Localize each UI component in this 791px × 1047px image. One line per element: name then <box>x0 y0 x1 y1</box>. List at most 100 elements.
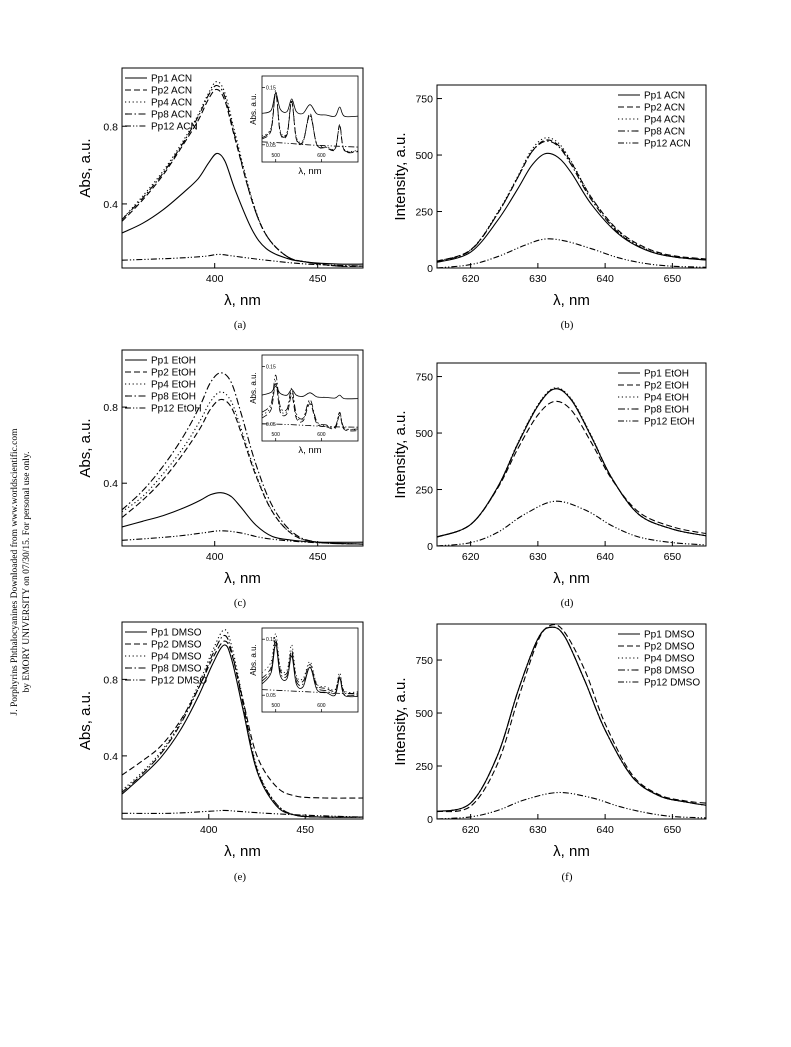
legend-label: Pp4 DMSO <box>644 654 695 665</box>
x-tick-label: 400 <box>200 824 218 836</box>
legend-label: Pp2 EtOH <box>151 368 196 379</box>
y-tick-label: 750 <box>415 372 433 384</box>
curve-series-5 <box>437 238 706 268</box>
inset-y-tick-label: 0.05 <box>266 143 276 149</box>
inset-curve-series-4 <box>262 374 358 430</box>
curve-series-1 <box>122 644 363 818</box>
caption-d: (d) <box>560 597 574 609</box>
x-tick-label: 450 <box>309 551 327 563</box>
inset-curve-series-5 <box>262 423 358 428</box>
curve-series-1 <box>122 492 363 543</box>
y-axis-label: Abs, a.u. <box>77 691 94 750</box>
plot-frame <box>121 621 364 820</box>
x-tick-label: 400 <box>206 273 224 285</box>
x-tick-label: 400 <box>206 551 224 563</box>
x-tick-label: 630 <box>529 273 547 285</box>
plot-frame <box>121 349 364 547</box>
plot-frame <box>121 67 364 269</box>
curve-series-2 <box>437 624 706 813</box>
inset-x-tick-label: 500 <box>272 153 281 159</box>
legend-label: Pp4 DMSO <box>151 652 202 663</box>
legend-label: Pp8 ACN <box>151 110 192 121</box>
inset-x-tick-label: 500 <box>272 432 281 438</box>
legend-label: Pp8 EtOH <box>644 405 689 416</box>
y-tick-label: 0.4 <box>103 478 118 490</box>
legend-label: Pp12 DMSO <box>644 678 700 689</box>
chart-panel-4: 620 630 640 650 0 250 500 750 λ, nm Intensity, a.… <box>392 362 707 587</box>
legend-label: Pp8 DMSO <box>151 664 202 675</box>
legend-label: Pp8 DMSO <box>644 666 695 677</box>
inset-x-axis-label: λ, nm <box>298 445 321 456</box>
inset-curve-series-3 <box>262 89 358 152</box>
legend-label: Pp2 EtOH <box>644 381 689 392</box>
x-tick-label: 650 <box>664 551 682 563</box>
legend-label: Pp2 ACN <box>644 103 685 114</box>
curve-series-4 <box>122 372 363 545</box>
curve-series-2 <box>437 139 706 262</box>
x-tick-label: 630 <box>529 824 547 836</box>
plot-frame <box>436 362 707 547</box>
legend-label: Pp12 DMSO <box>151 676 207 687</box>
x-tick-label: 650 <box>664 273 682 285</box>
curve-series-2 <box>122 640 363 799</box>
legend-label: Pp12 ACN <box>151 122 198 133</box>
legend-label: Pp1 DMSO <box>644 630 695 641</box>
legend-label: Pp1 DMSO <box>151 628 202 639</box>
legend-label: Pp1 ACN <box>644 91 685 102</box>
x-tick-label: 620 <box>462 824 480 836</box>
legend-label: Pp12 ACN <box>644 139 691 150</box>
caption-a: (a) <box>233 319 247 331</box>
y-tick-label: 0.4 <box>103 751 118 763</box>
inset-curve-series-4 <box>262 91 358 153</box>
legend-label: Pp2 ACN <box>151 86 192 97</box>
curve-series-4 <box>122 84 363 267</box>
caption-e: (e) <box>233 871 247 883</box>
curve-series-5 <box>122 809 363 818</box>
inset-curve-series-5 <box>262 141 358 148</box>
y-axis-label: Abs, a.u. <box>77 418 94 477</box>
x-axis-label: λ, nm <box>553 843 590 860</box>
y-tick-label: 0 <box>427 541 433 553</box>
legend-label: Pp12 EtOH <box>151 404 202 415</box>
y-tick-label: 0.4 <box>103 199 118 211</box>
y-axis-label: Intensity, a.u. <box>392 132 409 220</box>
y-tick-label: 0 <box>427 263 433 275</box>
x-tick-label: 620 <box>462 551 480 563</box>
y-tick-label: 250 <box>415 485 433 497</box>
curve-series-5 <box>122 253 363 267</box>
inset-y-axis-label: Abs. a.u. <box>249 372 258 404</box>
inset-y-tick-label: 0.05 <box>266 422 276 428</box>
curve-series-5 <box>122 530 363 545</box>
x-tick-label: 640 <box>596 824 614 836</box>
x-tick-label: 630 <box>529 551 547 563</box>
y-tick-label: 0.8 <box>103 121 118 133</box>
inset-chart: 500 600 0.05 0.15 <box>261 354 359 442</box>
legend-label: Pp1 EtOH <box>644 369 689 380</box>
inset-y-tick-label: 0.15 <box>266 85 276 91</box>
curve-series-4 <box>437 387 706 538</box>
y-axis-label: Intensity, a.u. <box>392 410 409 498</box>
x-axis-label: λ, nm <box>224 843 261 860</box>
chart-panel-6: 620 630 640 650 0 250 500 750 λ, nm Intensity, a.… <box>392 623 707 860</box>
curve-series-4 <box>122 634 363 818</box>
curve-series-3 <box>122 629 363 818</box>
curve-series-5 <box>437 500 706 546</box>
y-tick-label: 0.8 <box>103 674 118 686</box>
y-axis-label: Abs, a.u. <box>77 138 94 197</box>
legend-label: Pp4 ACN <box>644 115 685 126</box>
curve-series-1 <box>437 626 706 813</box>
legend-label: Pp4 ACN <box>151 98 192 109</box>
y-tick-label: 500 <box>415 708 433 720</box>
curve-series-5 <box>437 791 706 819</box>
legend-label: Pp2 DMSO <box>644 642 695 653</box>
x-tick-label: 650 <box>664 824 682 836</box>
curve-series-3 <box>122 81 363 267</box>
legend-label: Pp2 DMSO <box>151 640 202 651</box>
y-tick-label: 250 <box>415 761 433 773</box>
plot-frame <box>436 623 707 820</box>
x-axis-label: λ, nm <box>224 570 261 587</box>
legend-label: Pp12 EtOH <box>644 417 695 428</box>
